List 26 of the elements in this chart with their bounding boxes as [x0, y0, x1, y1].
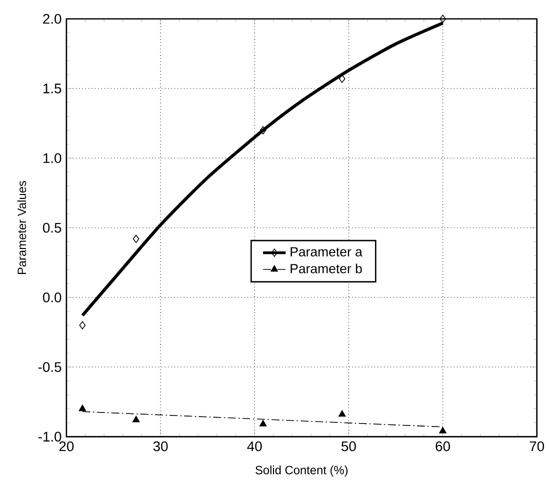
point: [338, 410, 346, 416]
x-tick-label: 30: [153, 441, 168, 452]
x-tick-label: 20: [59, 441, 74, 452]
y-tick-label: 1.0: [44, 153, 62, 163]
y-tick-label: -1.0: [38, 432, 62, 442]
point: [259, 420, 267, 426]
x-axis-title: Solid Content (%): [256, 465, 348, 477]
x-tick-label: 60: [436, 441, 450, 452]
y-tick-label: 0.0: [42, 292, 62, 302]
point: [440, 14, 446, 23]
y-tick-label: 2.0: [43, 14, 62, 24]
y-tick-label: 1.5: [44, 84, 62, 94]
point: [132, 416, 140, 422]
legend-label: Parameter b: [290, 263, 362, 274]
legend-label: Parameter a: [290, 247, 362, 256]
point: [260, 126, 266, 134]
y-tick-label: 0.5: [42, 222, 62, 233]
point: [439, 426, 446, 434]
y-axis-title: Parameter Values: [17, 180, 26, 274]
x-tick-label: 50: [342, 441, 356, 452]
point: [132, 234, 140, 243]
point: [78, 404, 86, 411]
y-tick-label: -0.5: [38, 362, 62, 372]
x-tick-label: 40: [247, 441, 262, 452]
point: [79, 320, 86, 330]
x-tick-label: 70: [530, 441, 544, 452]
